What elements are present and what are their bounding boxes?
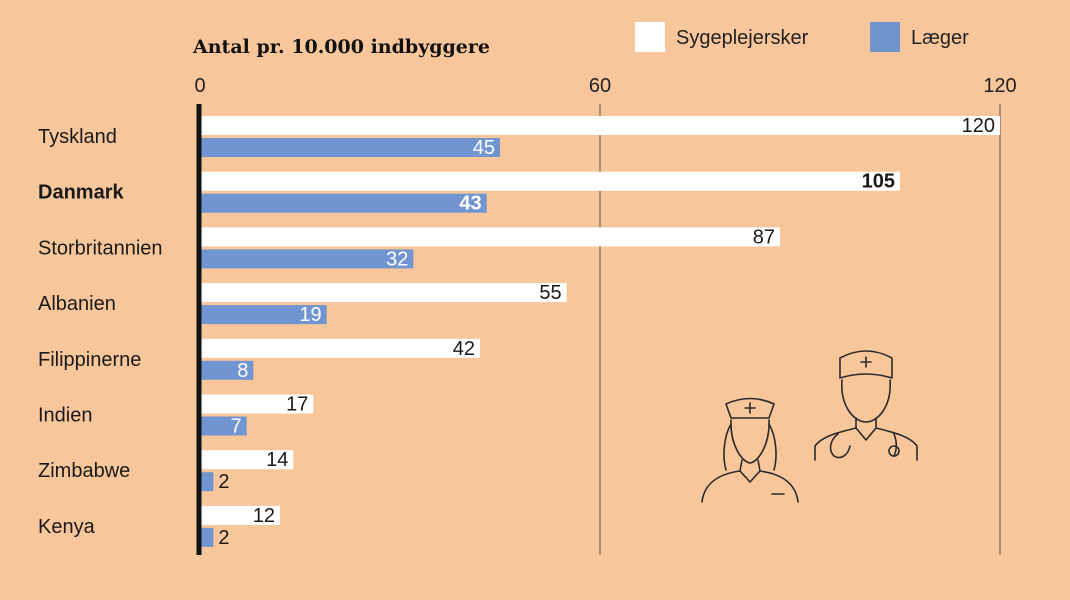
bar-laeger-filippinerne [200,360,254,380]
legend-label-laeger: Læger [911,27,969,49]
value-label-sygeplejersker-storbritannien: 87 [753,226,775,248]
category-label-tyskland: Tyskland [38,126,117,148]
category-label-albanien: Albanien [38,293,116,315]
bar-sygeplejersker-indien [200,394,314,414]
value-label-sygeplejersker-danmark: 105 [862,171,895,193]
category-label-zimbabwe: Zimbabwe [38,460,130,482]
legend: Sygeplejersker Læger [635,22,969,52]
value-label-laeger-albanien: 19 [299,304,321,326]
value-label-sygeplejersker-indien: 17 [286,394,308,416]
category-label-danmark: Danmark [38,182,124,204]
bar-laeger-albanien [200,305,327,325]
category-label-filippinerne: Filippinerne [38,349,141,371]
bar-laeger-indien [200,416,247,436]
x-axis-ticks: 0 60 120 [194,75,1016,97]
legend-swatch-sygeplejersker [635,22,665,52]
bar-sygeplejersker-albanien [200,283,567,303]
bar-laeger-tyskland [200,138,500,157]
doctor-icon [814,350,918,461]
legend-swatch-laeger [870,22,900,52]
bars: 120 45 105 43 87 32 55 19 42 8 17 7 14 2 12 2 [200,115,1000,549]
bar-sygeplejersker-danmark [200,171,900,191]
category-label-indien: Indien [38,405,93,427]
value-label-laeger-kenya: 2 [218,527,229,549]
bar-laeger-storbritannien [200,249,414,269]
bar-sygeplejersker-tyskland [200,116,1000,135]
category-label-kenya: Kenya [38,516,96,538]
value-label-laeger-indien: 7 [231,416,242,438]
x-tick-label: 0 [194,75,205,97]
bar-sygeplejersker-filippinerne [200,338,480,358]
value-label-laeger-tyskland: 45 [473,137,495,159]
value-label-sygeplejersker-kenya: 12 [253,505,275,527]
legend-label-sygeplejersker: Sygeplejersker [676,27,809,49]
value-label-sygeplejersker-filippinerne: 42 [453,338,475,360]
bar-laeger-kenya [200,527,214,547]
x-tick-label: 60 [589,75,611,97]
category-label-storbritannien: Storbritannien [38,237,163,259]
value-label-laeger-filippinerne: 8 [237,360,248,382]
bar-laeger-danmark [200,193,487,213]
value-label-sygeplejersker-zimbabwe: 14 [266,449,288,471]
category-labels: Tyskland Danmark Storbritannien Albanien Fil… [38,126,163,538]
value-label-sygeplejersker-tyskland: 120 [962,115,995,137]
value-label-laeger-zimbabwe: 2 [218,471,229,493]
bar-sygeplejersker-zimbabwe [200,450,294,470]
value-label-laeger-storbritannien: 32 [386,248,408,270]
gridlines [599,104,1001,555]
value-label-laeger-danmark: 43 [459,193,481,215]
value-label-sygeplejersker-albanien: 55 [539,282,561,304]
x-tick-label: 120 [983,75,1016,97]
bar-sygeplejersker-storbritannien [200,227,780,247]
nurse-icon [701,397,799,503]
bar-sygeplejersker-kenya [200,505,280,525]
chart-title: Antal pr. 10.000 indbyggere [192,36,490,58]
bar-laeger-zimbabwe [200,472,214,492]
